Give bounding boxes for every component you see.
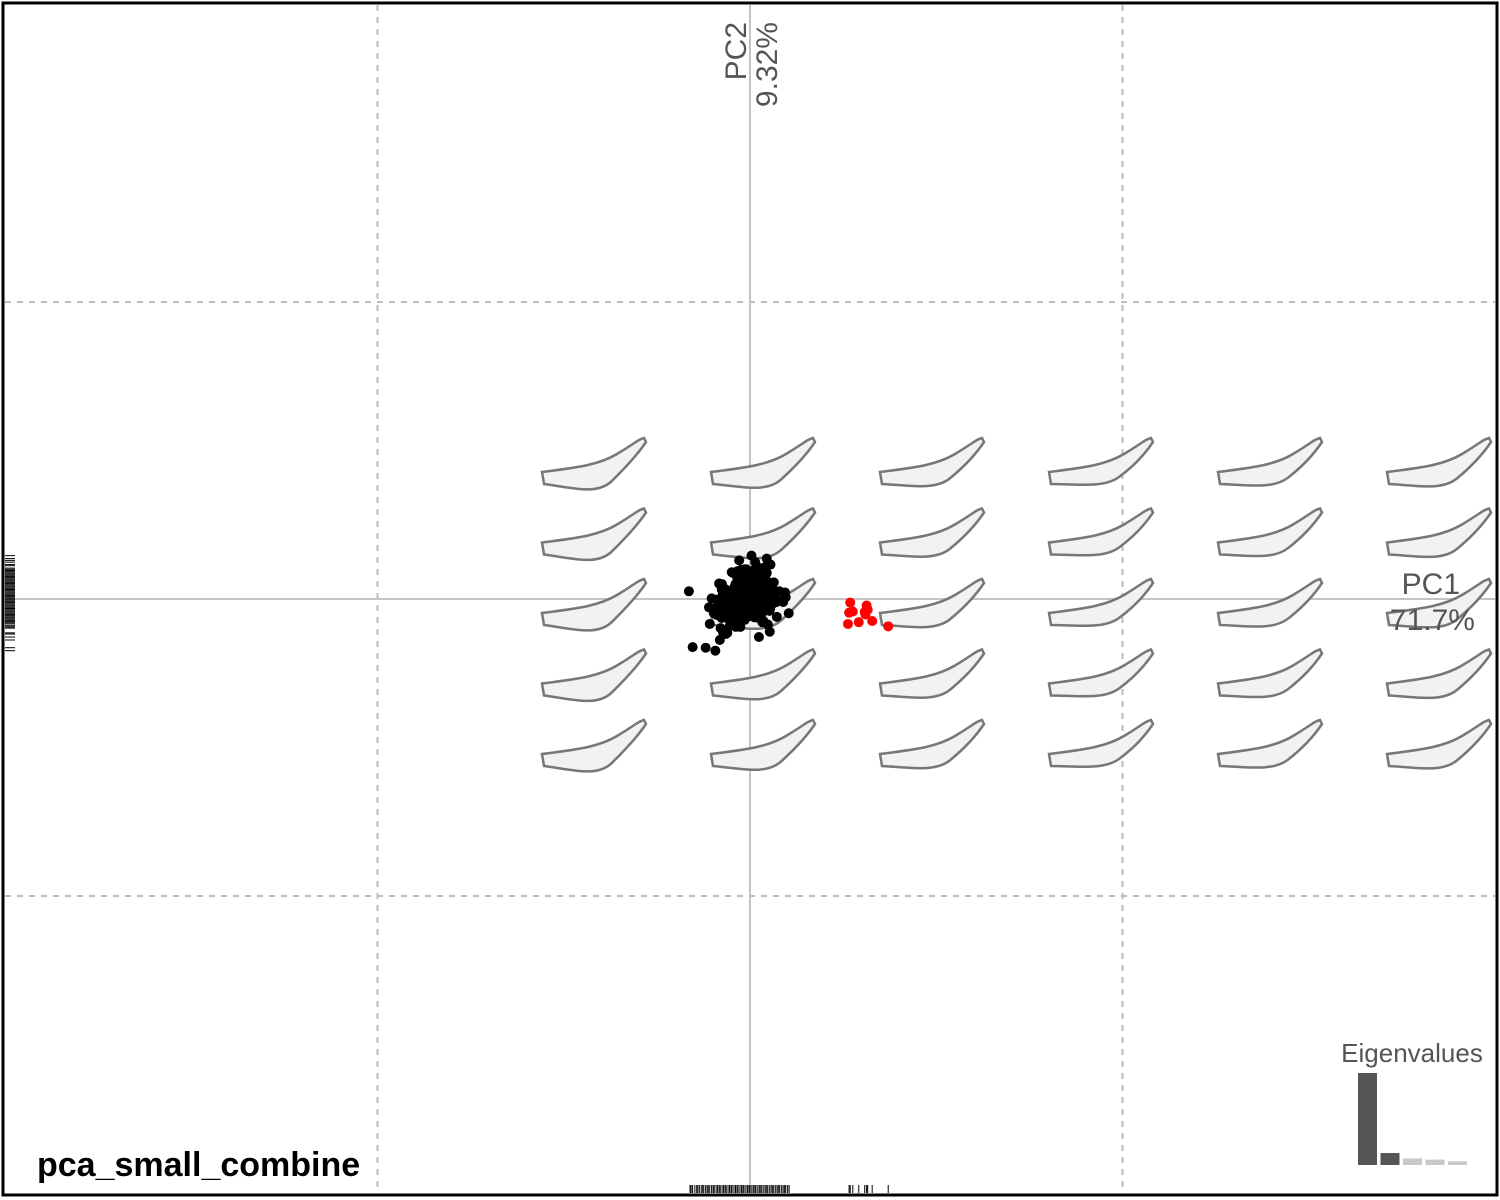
eigenvalue-bar	[1448, 1161, 1467, 1165]
eigenvalue-bar	[1425, 1159, 1445, 1165]
mean-shape-outline	[1385, 577, 1493, 629]
mean-shape-outline	[878, 718, 986, 770]
data-point	[734, 555, 745, 566]
data-point	[722, 591, 733, 602]
chart-title: pca_small_combine	[37, 1146, 360, 1184]
mean-shape-outline	[1216, 718, 1324, 769]
data-point	[687, 642, 698, 653]
data-point	[756, 608, 767, 619]
data-point-highlighted	[883, 621, 894, 632]
mean-shape-outline	[540, 648, 648, 703]
mean-shape-outline	[1385, 507, 1493, 559]
mean-shape-outline	[878, 436, 986, 488]
data-point-highlighted	[867, 615, 878, 626]
eigenvalue-bar	[1403, 1158, 1422, 1165]
scatter-points	[683, 550, 894, 656]
data-point	[780, 587, 791, 598]
mean-shape-outline	[1216, 507, 1324, 558]
eigenvalues-inset	[1358, 1073, 1467, 1165]
data-point	[771, 611, 782, 622]
data-point	[768, 577, 779, 588]
mean-shape-outline	[540, 577, 648, 632]
mean-shape-outline	[540, 718, 648, 773]
mean-shape-outline	[1047, 648, 1155, 698]
data-point-highlighted	[860, 609, 871, 620]
data-point	[700, 642, 711, 653]
x-axis-percent: 71.7%	[1390, 604, 1475, 637]
data-point	[746, 550, 757, 561]
mean-shape-outline	[709, 436, 817, 490]
data-point	[683, 586, 694, 597]
mean-shape-outline	[540, 507, 648, 562]
mean-shape-outline	[1047, 507, 1155, 557]
x-axis-label: PC1	[1402, 568, 1460, 601]
data-point	[753, 584, 764, 595]
data-point	[725, 614, 736, 625]
data-point	[714, 634, 725, 645]
mean-shape-outline	[1047, 718, 1155, 769]
data-point	[704, 618, 715, 629]
data-point	[756, 569, 767, 580]
data-point	[765, 587, 776, 598]
mean-shape-outline	[1047, 577, 1155, 628]
mean-shape-outline	[1216, 436, 1324, 487]
mean-shape-outline	[1385, 718, 1493, 770]
eigenvalue-bar	[1380, 1153, 1400, 1165]
y-axis-percent: 9.32%	[751, 22, 784, 107]
eigenvalues-title: Eigenvalues	[1341, 1038, 1483, 1068]
y-axis-label: PC2	[720, 22, 753, 80]
eigenvalue-bar	[1358, 1073, 1377, 1165]
data-point	[740, 569, 751, 580]
data-point	[783, 608, 794, 619]
data-point	[742, 589, 753, 600]
mean-shape-outline	[878, 648, 986, 699]
data-point	[740, 607, 751, 618]
mean-shape-outline	[1047, 436, 1155, 487]
data-point	[733, 598, 744, 609]
mean-shape-outline	[878, 507, 986, 558]
data-point	[735, 621, 746, 632]
data-point	[761, 560, 772, 571]
data-point	[718, 604, 729, 615]
data-point	[710, 645, 721, 656]
data-point	[730, 579, 741, 590]
shape-grid	[540, 436, 1493, 773]
data-point-highlighted	[842, 618, 853, 629]
data-point	[771, 596, 782, 607]
data-point-highlighted	[853, 617, 864, 628]
mean-shape-outline	[1385, 648, 1493, 700]
mean-shape-outline	[1216, 648, 1324, 699]
data-point	[753, 632, 764, 643]
data-point-highlighted	[845, 597, 856, 608]
mean-shape-outline	[878, 577, 986, 629]
mean-shape-outline	[1385, 436, 1493, 488]
mean-shape-outline	[709, 718, 817, 772]
mean-shape-outline	[709, 648, 817, 701]
mean-shape-outline	[540, 436, 648, 491]
rug-ticks	[5, 555, 889, 1193]
data-point-highlighted	[847, 606, 858, 617]
data-point	[756, 601, 767, 612]
mean-shape-outline	[1216, 577, 1324, 628]
